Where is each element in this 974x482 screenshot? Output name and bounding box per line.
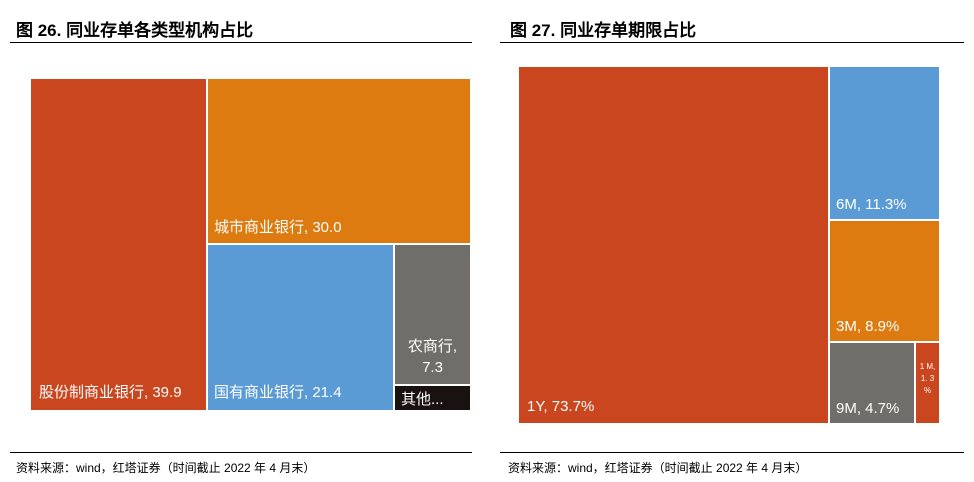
- right-chart-title: 图 27. 同业存单期限占比: [510, 21, 697, 40]
- tile-6m: 6M, 11.3%: [829, 66, 940, 220]
- tile-value: 7.3: [422, 359, 443, 376]
- tile-3m: 3M, 8.9%: [829, 220, 940, 342]
- left-source: 资料来源：wind，红塔证券（时间截止 2022 年 4 月末）: [16, 461, 316, 475]
- tile-city-commercial-banks: 城市商业银行, 30.0: [207, 78, 471, 244]
- tile-label: 1Y, 73.7%: [527, 398, 595, 415]
- left-title-rule: [10, 42, 472, 43]
- tile-state-owned-banks: 国有商业银行, 21.4: [207, 244, 394, 411]
- right-footer-rule: [500, 452, 964, 453]
- tile-label: 其他...: [401, 391, 444, 408]
- right-title-rule: [500, 42, 964, 43]
- tile-label: 城市商业银行, 30.0: [214, 219, 342, 236]
- tile-joint-stock-banks: 股份制商业银行, 39.9: [30, 78, 207, 411]
- tile-1y: 1Y, 73.7%: [518, 66, 829, 424]
- tile-label: 9M, 4.7%: [836, 400, 900, 417]
- right-source: 资料来源：wind，红塔证券（时间截止 2022 年 4 月末）: [508, 461, 808, 475]
- tile-1m: 1 M, 1. 3 %: [915, 342, 940, 424]
- tile-label: 国有商业银行, 21.4: [214, 384, 342, 401]
- tile-label: 股份制商业银行, 39.9: [39, 384, 182, 401]
- left-chart-title: 图 26. 同业存单各类型机构占比: [16, 21, 254, 40]
- tile-9m: 9M, 4.7%: [829, 342, 915, 424]
- left-footer-rule: [10, 452, 472, 453]
- tile-others: 其他...: [394, 385, 471, 411]
- tile-label: 农商行,: [407, 338, 458, 355]
- tile-rural-commercial-banks: 农商行, 7.3: [394, 244, 471, 385]
- tile-label: 6M, 11.3%: [836, 196, 907, 213]
- tile-label: 1 M, 1. 3 %: [919, 362, 936, 395]
- tile-label: 3M, 8.9%: [836, 318, 900, 335]
